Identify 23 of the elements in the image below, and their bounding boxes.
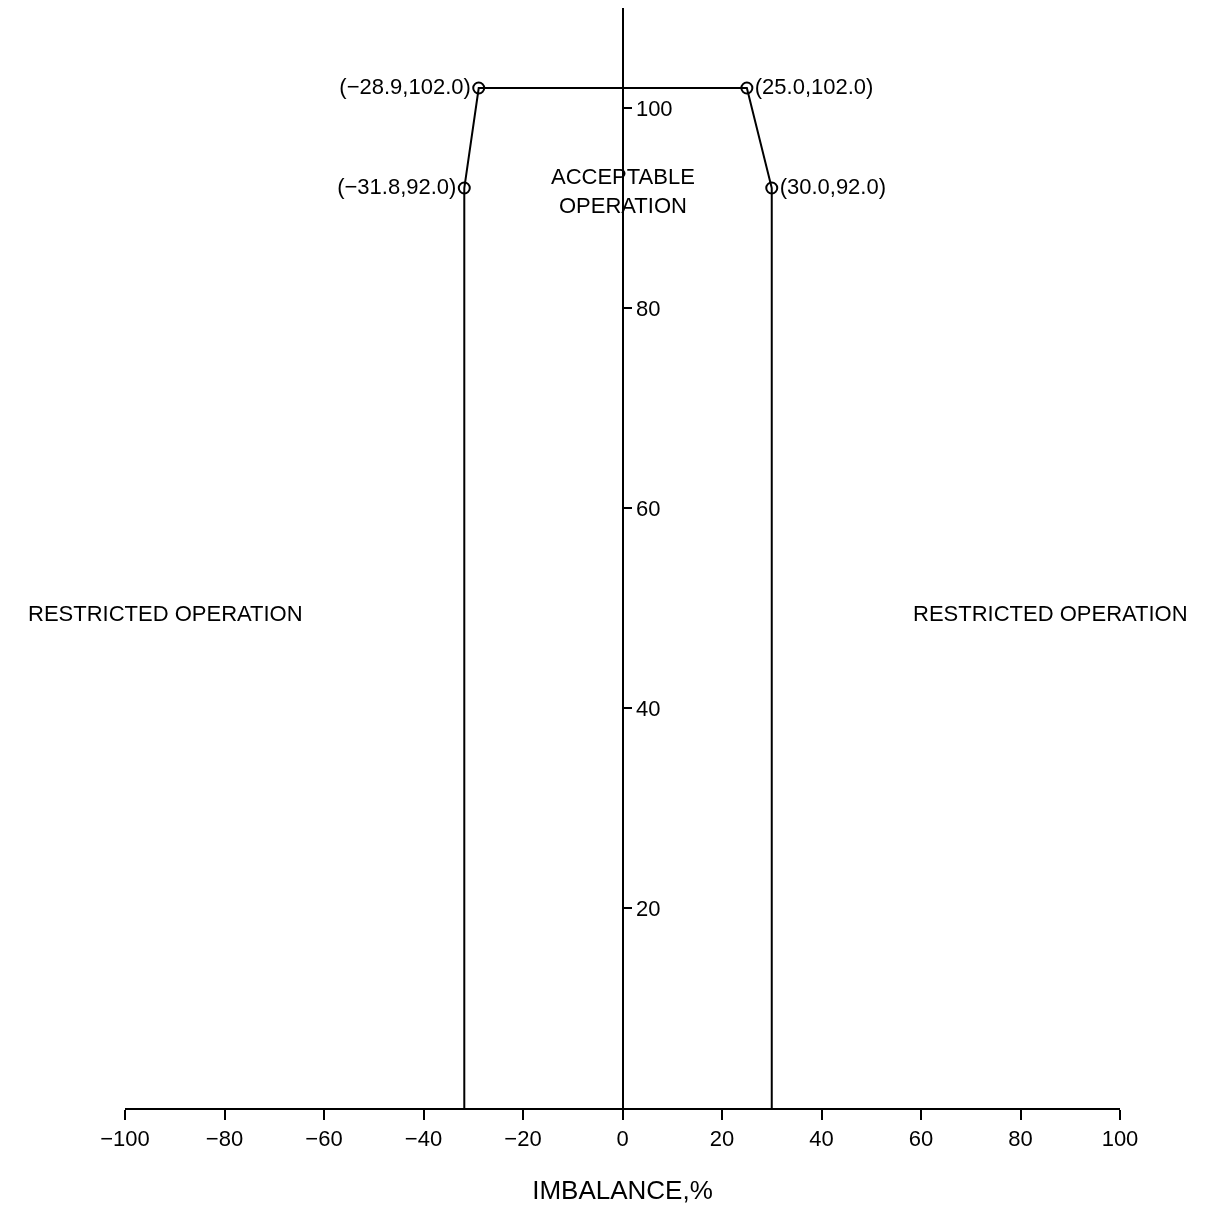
x-tick-label: 40 [809,1126,834,1152]
x-tick-label: −20 [504,1126,542,1152]
x-axis-title: IMBALANCE,% [532,1174,713,1205]
x-tick-label: −100 [100,1126,150,1152]
x-tick-label: 20 [709,1126,735,1152]
data-label: (−31.8,92.0) [337,173,457,199]
annotation: RESTRICTED OPERATION [28,601,303,626]
x-tick-label: 0 [616,1126,629,1152]
y-tick-label: 100 [635,95,673,121]
annotation: RESTRICTED OPERATION [913,601,1188,626]
x-tick-label: 60 [908,1126,934,1152]
x-tick-label: −40 [404,1126,443,1152]
data-label: (25.0,102.0) [754,73,874,99]
x-tick-label: −80 [205,1126,244,1152]
x-tick-label: 80 [1008,1126,1033,1152]
x-tick-label: −60 [305,1126,343,1152]
y-tick-label: 20 [635,895,661,921]
y-tick-label: 40 [635,695,661,721]
y-tick-label: 80 [635,295,661,321]
y-tick-label: 60 [635,495,661,521]
data-label: (−28.9,102.0) [339,73,471,99]
data-label: (30.0,92.0) [779,173,887,199]
x-tick-label: 100 [1101,1126,1139,1152]
